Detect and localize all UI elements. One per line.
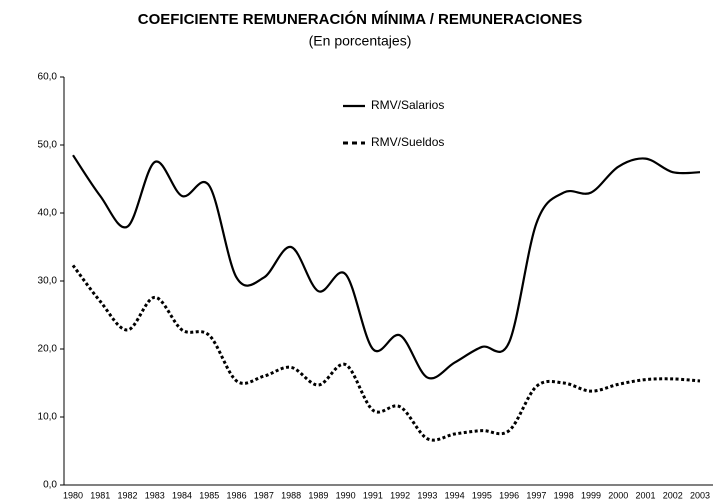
x-tick-label: 1981 xyxy=(90,490,110,500)
x-tick-label: 1990 xyxy=(336,490,356,500)
x-tick-label: 1987 xyxy=(254,490,274,500)
y-tick-label: 40,0 xyxy=(38,208,58,219)
x-tick-label: 2000 xyxy=(608,490,628,500)
x-tick-label: 1998 xyxy=(554,490,574,500)
x-tick-label: 1982 xyxy=(118,490,138,500)
legend-label: RMV/Sueldos xyxy=(371,135,444,149)
y-tick-label: 20,0 xyxy=(38,344,58,355)
series-line xyxy=(71,264,701,442)
x-tick-label: 2003 xyxy=(690,490,710,500)
x-tick-label: 1983 xyxy=(145,490,165,500)
x-tick-label: 2002 xyxy=(663,490,683,500)
x-tick-label: 1980 xyxy=(63,490,83,500)
x-tick-label: 1993 xyxy=(417,490,437,500)
y-tick-label: 60,0 xyxy=(38,72,58,83)
x-tick-label: 1986 xyxy=(227,490,247,500)
chart-subtitle: (En porcentajes) xyxy=(309,33,412,49)
x-tick-label: 1992 xyxy=(390,490,410,500)
x-tick-label: 1994 xyxy=(445,490,465,500)
x-tick-label: 1997 xyxy=(526,490,546,500)
x-tick-label: 1999 xyxy=(581,490,601,500)
x-tick-label: 1985 xyxy=(199,490,219,500)
x-tick-label: 2001 xyxy=(635,490,655,500)
legend-label: RMV/Salarios xyxy=(371,98,444,112)
x-tick-label: 1989 xyxy=(308,490,328,500)
y-tick-label: 50,0 xyxy=(38,140,58,151)
y-tick-label: 30,0 xyxy=(38,276,58,287)
y-tick-label: 10,0 xyxy=(38,412,58,423)
x-tick-label: 1988 xyxy=(281,490,301,500)
chart-title: COEFICIENTE REMUNERACIÓN MÍNIMA / REMUNE… xyxy=(138,10,582,28)
x-tick-label: 1984 xyxy=(172,490,192,500)
x-tick-label: 1995 xyxy=(472,490,492,500)
series-line xyxy=(72,154,701,380)
x-tick-label: 1991 xyxy=(363,490,383,500)
x-tick-label: 1996 xyxy=(499,490,519,500)
y-tick-label: 0,0 xyxy=(43,480,57,491)
